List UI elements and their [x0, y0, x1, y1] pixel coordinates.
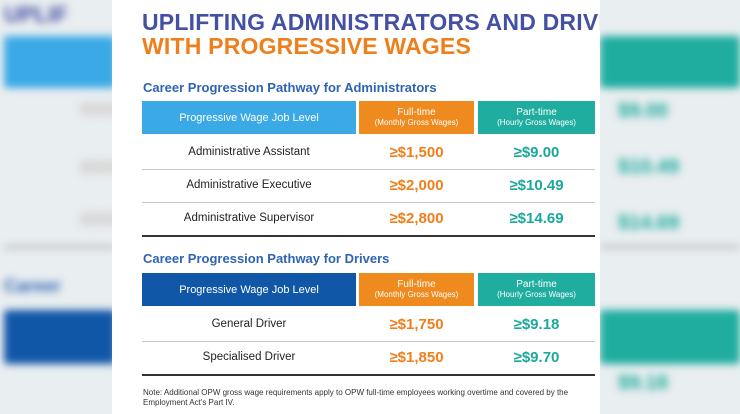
fulltime-wage: ≥$2,800: [389, 210, 444, 227]
job-title: Specialised Driver: [202, 351, 296, 363]
fulltime-wage: ≥$1,750: [389, 316, 444, 333]
admin-header-job-level: Progressive Wage Job Level: [142, 101, 356, 134]
fulltime-wage: ≥$1,500: [389, 144, 444, 161]
job-title: Administrative Supervisor: [183, 212, 315, 224]
admin-section-heading: Career Progression Pathway for Administr…: [143, 80, 437, 95]
job-title: Administrative Executive: [186, 179, 312, 191]
footnote: Note: Additional OPW gross wage requirem…: [143, 388, 569, 407]
parttime-wage: ≥$9.00: [513, 144, 560, 161]
drivers-header-job-level: Progressive Wage Job Level: [142, 273, 356, 306]
parttime-wage: ≥$10.49: [509, 177, 564, 194]
admin-header-job-level-label: Progressive Wage Job Level: [179, 111, 319, 124]
drivers-header-fulltime-sublabel: (Monthly Gross Wages): [374, 290, 459, 299]
admin-header-fulltime: Full-time (Monthly Gross Wages): [359, 101, 474, 134]
table-row: Specialised Driver ≥$1,850 ≥$9.70: [142, 341, 595, 376]
drivers-header-job-level-label: Progressive Wage Job Level: [179, 283, 319, 296]
infographic-card: UPLIFTING ADMINISTRATORS AND DRIVERS WIT…: [112, 0, 600, 414]
table-row: General Driver ≥$1,750 ≥$9.18: [142, 308, 595, 342]
drivers-section-heading: Career Progression Pathway for Drivers: [143, 251, 390, 266]
parttime-wage: ≥$9.18: [513, 316, 560, 333]
drivers-header-fulltime: Full-time (Monthly Gross Wages): [359, 273, 474, 306]
drivers-header-parttime-sublabel: (Hourly Gross Wages): [497, 290, 576, 299]
admin-header-parttime-label: Part-time: [516, 107, 557, 118]
blurred-background-left: UPLIF Career: [0, 0, 112, 414]
table-row: Administrative Executive ≥$2,000 ≥$10.49: [142, 169, 595, 203]
blurred-background-right: $9.00 $10.49 $14.69 $9.18: [600, 0, 740, 414]
job-title: Administrative Assistant: [188, 146, 310, 158]
parttime-wage: ≥$14.69: [509, 210, 564, 227]
fulltime-wage: ≥$2,000: [389, 177, 444, 194]
parttime-wage: ≥$9.70: [513, 349, 560, 366]
drivers-header-parttime: Part-time (Hourly Gross Wages): [478, 273, 595, 306]
table-row: Administrative Supervisor ≥$2,800 ≥$14.6…: [142, 202, 595, 237]
title-line-2: WITH PROGRESSIVE WAGES: [142, 33, 471, 59]
title-line-1: UPLIFTING ADMINISTRATORS AND DRIVERS: [142, 9, 600, 35]
job-title: General Driver: [211, 318, 287, 330]
drivers-header-fulltime-label: Full-time: [397, 279, 436, 290]
drivers-header-parttime-label: Part-time: [516, 279, 557, 290]
admin-header-fulltime-sublabel: (Monthly Gross Wages): [374, 118, 459, 127]
fulltime-wage: ≥$1,850: [389, 349, 444, 366]
admin-header-parttime: Part-time (Hourly Gross Wages): [478, 101, 595, 134]
admin-header-fulltime-label: Full-time: [397, 107, 436, 118]
table-row: Administrative Assistant ≥$1,500 ≥$9.00: [142, 136, 595, 170]
admin-header-parttime-sublabel: (Hourly Gross Wages): [497, 118, 576, 127]
